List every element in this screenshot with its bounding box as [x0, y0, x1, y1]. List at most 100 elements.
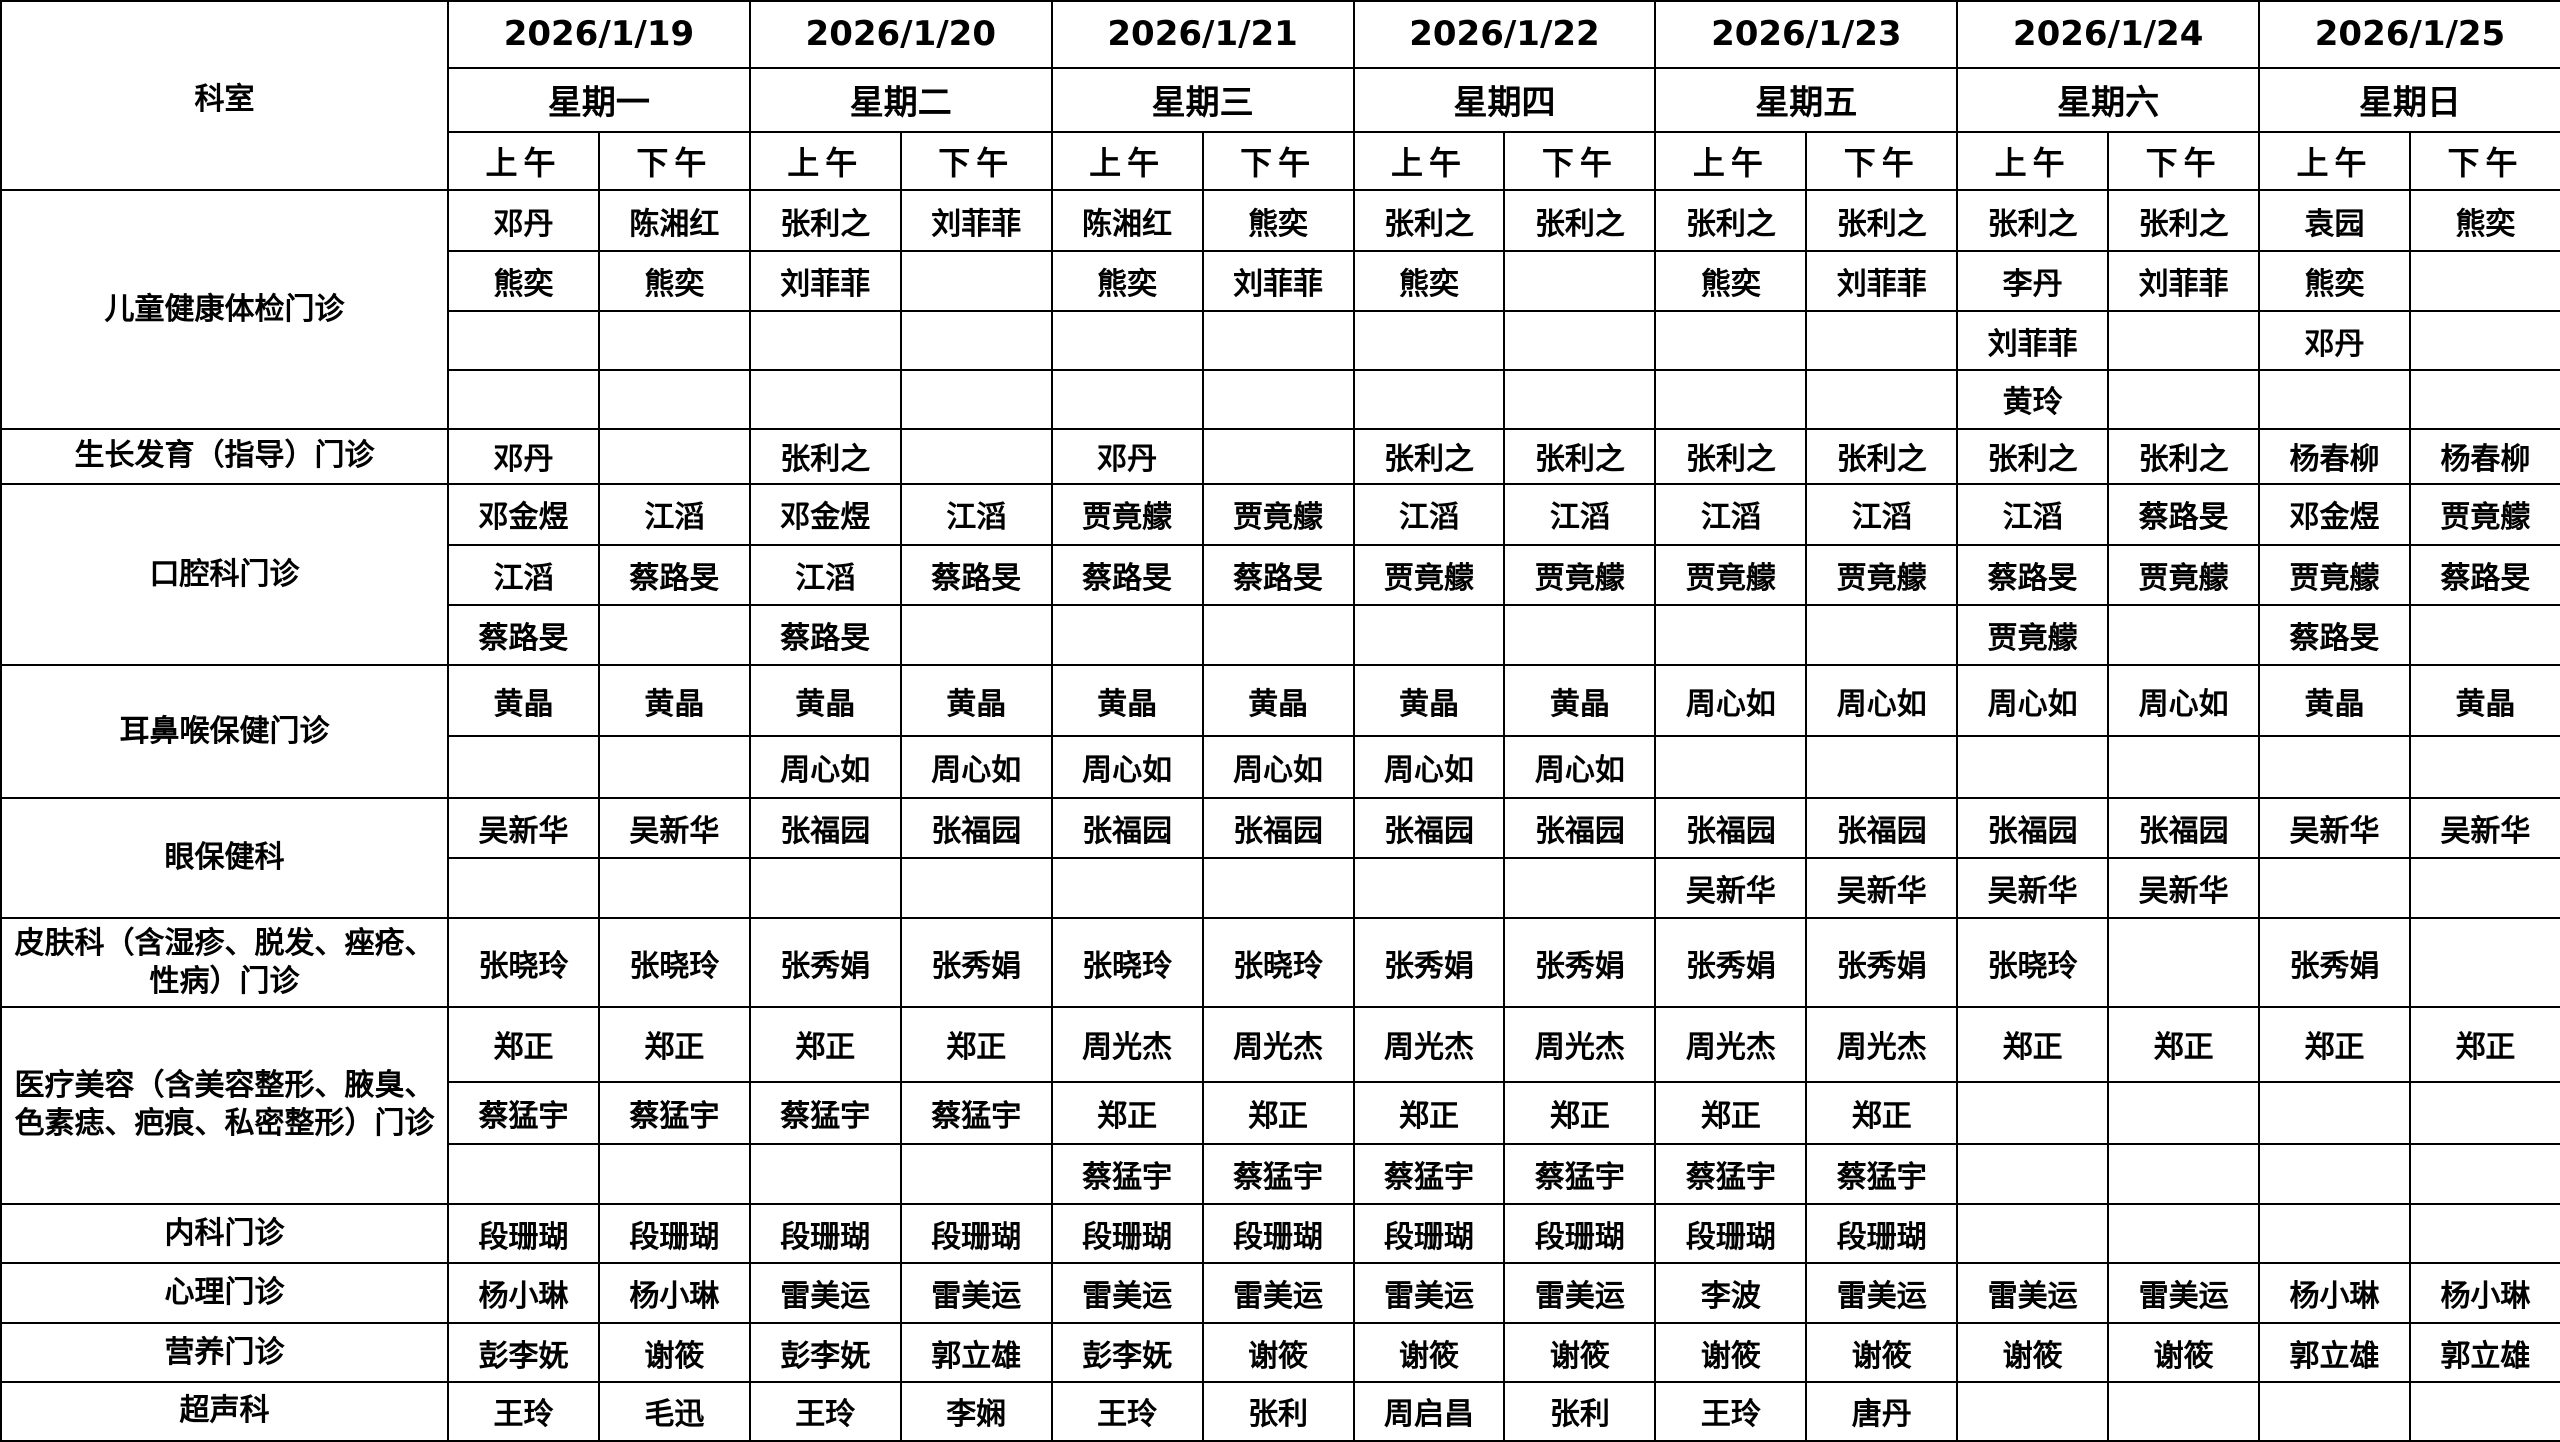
- empty-cell: [1352, 604, 1506, 667]
- doctor-name: 蔡猛宇: [748, 1080, 902, 1145]
- empty-cell: [1050, 604, 1204, 667]
- doctor-name: 江滔: [447, 543, 600, 607]
- doctor-name: 周光杰: [1503, 1005, 1657, 1083]
- table-row: 超声科 王玲 毛迅 王玲 李娴 王玲 张利 周启昌 张利 王玲 唐丹: [0, 1381, 2560, 1442]
- doctor-name: 雷美运: [1503, 1261, 1657, 1325]
- empty-cell: [1503, 604, 1657, 667]
- doctor-name: 郑正: [2258, 1005, 2411, 1083]
- empty-cell: [899, 249, 1053, 313]
- doctor-name: 张利之: [1956, 189, 2110, 252]
- doctor-name: 段珊瑚: [1050, 1203, 1204, 1264]
- doctor-name: 江滔: [1956, 483, 2110, 546]
- half-day-header: 上午: [2258, 130, 2411, 192]
- doctor-name: 彭李妩: [748, 1322, 902, 1384]
- empty-cell: [2408, 917, 2560, 1008]
- doctor-name: 张利之: [2107, 427, 2261, 486]
- doctor-name: 吴新华: [447, 796, 600, 860]
- table-row: 儿童健康体检门诊 邓丹 陈湘红 张利之 刘菲菲 陈湘红 熊奕 张利之 张利之 张利之 张利之 张利之张…: [0, 189, 2560, 430]
- doctor-name: 谢筱: [1654, 1322, 1808, 1384]
- empty-cell: [1956, 734, 2110, 799]
- doctor-name: 杨小琳: [447, 1261, 600, 1325]
- department-name: 心理门诊: [0, 1261, 449, 1325]
- doctor-name: 谢筱: [2107, 1322, 2261, 1384]
- doctor-name: 江滔: [748, 543, 902, 607]
- doctor-name: 黄晶: [447, 664, 600, 737]
- doctor-name: 周心如: [1201, 734, 1355, 799]
- half-day-header: 下午: [1201, 130, 1355, 192]
- half-day-header: 下午: [597, 130, 751, 192]
- table-row: 生长发育（指导）门诊 邓丹 张利之 邓丹 张利之 张利之 张利之 张利之 张利之 张利之 杨春柳 杨春…: [0, 427, 2560, 486]
- doctor-name: 段珊瑚: [1201, 1203, 1355, 1264]
- doctor-name: 刘菲菲: [2107, 249, 2261, 313]
- empty-cell: [597, 310, 751, 371]
- table-row: 吴新华 吴新华 吴新华 吴新华: [1, 857, 2560, 920]
- empty-cell: [597, 1142, 751, 1206]
- doctor-name: 邓金煜: [2258, 483, 2411, 546]
- doctor-name: 蔡猛宇: [597, 1080, 751, 1145]
- doctor-name: 谢筱: [1201, 1322, 1355, 1384]
- doctor-name: 张利之: [1503, 427, 1657, 486]
- doctor-name: 唐丹: [1805, 1381, 1959, 1442]
- doctor-name: 张福园: [1654, 796, 1808, 860]
- half-day-header: 下午: [899, 130, 1053, 192]
- department-name: 内科门诊: [0, 1203, 449, 1264]
- doctor-name: 贾竟艨: [1503, 543, 1657, 607]
- doctor-name: 段珊瑚: [1654, 1203, 1808, 1264]
- table-row: 内科门诊 段珊瑚 段珊瑚 段珊瑚 段珊瑚 段珊瑚 段珊瑚 段珊瑚 段珊瑚 段珊瑚 段珊瑚: [0, 1203, 2560, 1264]
- empty-cell: [1503, 368, 1657, 430]
- doctor-name: 周心如: [1654, 664, 1808, 737]
- doctor-name: 刘菲菲: [748, 249, 902, 313]
- doctor-name: 段珊瑚: [447, 1203, 600, 1264]
- doctor-name: 吴新华: [2107, 857, 2261, 920]
- empty-cell: [1805, 604, 1959, 667]
- doctor-name: 周心如: [2107, 664, 2261, 737]
- doctor-name: 周光杰: [1050, 1005, 1204, 1083]
- weekday-header: 星期一: [447, 66, 751, 133]
- doctor-name: 张利之: [1654, 427, 1808, 486]
- empty-cell: [2408, 310, 2560, 371]
- empty-cell: [1201, 368, 1355, 430]
- empty-cell: [899, 1142, 1053, 1206]
- table-row: 熊奕 熊奕 刘菲菲 熊奕 刘菲菲 熊奕 熊奕 刘菲菲 李丹 刘菲菲 熊奕: [1, 249, 2560, 313]
- doctor-name: 贾竟艨: [1654, 543, 1808, 607]
- doctor-name: 吴新华: [1956, 857, 2110, 920]
- doctor-name: 陈湘红: [597, 189, 751, 252]
- doctor-name: 熊奕: [1654, 249, 1808, 313]
- doctor-name: 段珊瑚: [1352, 1203, 1506, 1264]
- department-name: 营养门诊: [0, 1322, 449, 1384]
- department-name: 口腔科门诊: [0, 483, 449, 667]
- empty-cell: [2107, 604, 2261, 667]
- doctor-name: 周心如: [1050, 734, 1204, 799]
- doctor-name: 熊奕: [2408, 189, 2560, 252]
- empty-cell: [2107, 1142, 2261, 1206]
- doctor-name: 张秀娟: [2258, 917, 2411, 1008]
- empty-cell: [1050, 368, 1204, 430]
- empty-cell: [899, 310, 1053, 371]
- doctor-name: 周心如: [1503, 734, 1657, 799]
- doctor-name: 谢筱: [1352, 1322, 1506, 1384]
- doctor-name: 黄晶: [1352, 664, 1506, 737]
- empty-cell: [2107, 1080, 2261, 1145]
- half-day-header: 下午: [1805, 130, 1959, 192]
- empty-cell: [1956, 1203, 2110, 1264]
- doctor-name: 段珊瑚: [1805, 1203, 1959, 1264]
- empty-cell: [899, 857, 1053, 920]
- doctor-name: 郑正: [1352, 1080, 1506, 1145]
- doctor-name: 蔡猛宇: [1503, 1142, 1657, 1206]
- empty-cell: [2408, 249, 2560, 313]
- doctor-name: 郑正: [1503, 1080, 1657, 1145]
- doctor-name: 贾竟艨: [1352, 543, 1506, 607]
- doctor-name: 张福园: [1352, 796, 1506, 860]
- doctor-name: 黄晶: [1503, 664, 1657, 737]
- doctor-name: 张福园: [1956, 796, 2110, 860]
- weekday-header: 星期二: [748, 66, 1053, 133]
- empty-cell: [1654, 734, 1808, 799]
- doctor-name: 吴新华: [597, 796, 751, 860]
- empty-cell: [2408, 1080, 2560, 1145]
- doctor-name: 谢筱: [597, 1322, 751, 1384]
- doctor-name: 毛迅: [597, 1381, 751, 1442]
- doctor-name: 张秀娟: [1654, 917, 1808, 1008]
- empty-cell: [1805, 734, 1959, 799]
- half-day-header: 下午: [1503, 130, 1657, 192]
- doctor-name: 张利: [1201, 1381, 1355, 1442]
